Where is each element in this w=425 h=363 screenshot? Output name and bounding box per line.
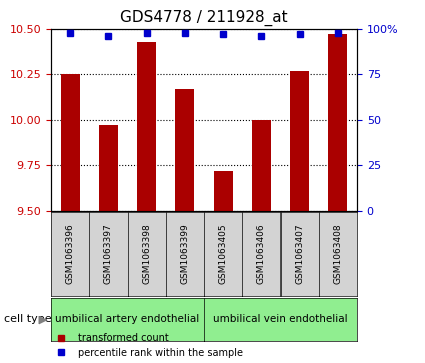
Bar (328, 34, 347, 211)
Bar (175, 89, 194, 211)
Bar (213, 171, 233, 211)
Bar (99, 125, 118, 211)
Title: GDS4778 / 211928_at: GDS4778 / 211928_at (120, 10, 288, 26)
Bar (252, 120, 271, 211)
Text: umbilical artery endothelial: umbilical artery endothelial (55, 314, 200, 325)
Text: ▶: ▶ (39, 314, 48, 325)
Legend: transformed count, percentile rank within the sample: transformed count, percentile rank withi… (47, 329, 247, 362)
Text: umbilical vein endothelial: umbilical vein endothelial (213, 314, 348, 325)
Text: GSM1063408: GSM1063408 (333, 224, 343, 285)
Bar (290, 71, 309, 211)
Bar (137, 42, 156, 211)
Text: GSM1063399: GSM1063399 (180, 224, 190, 285)
Text: GSM1063405: GSM1063405 (218, 224, 228, 285)
Text: GSM1063406: GSM1063406 (257, 224, 266, 285)
Text: GSM1063396: GSM1063396 (65, 224, 75, 285)
Text: cell type: cell type (4, 314, 52, 325)
Text: GSM1063407: GSM1063407 (295, 224, 304, 285)
Text: GSM1063397: GSM1063397 (104, 224, 113, 285)
Bar (60, 74, 79, 211)
Text: GSM1063398: GSM1063398 (142, 224, 151, 285)
